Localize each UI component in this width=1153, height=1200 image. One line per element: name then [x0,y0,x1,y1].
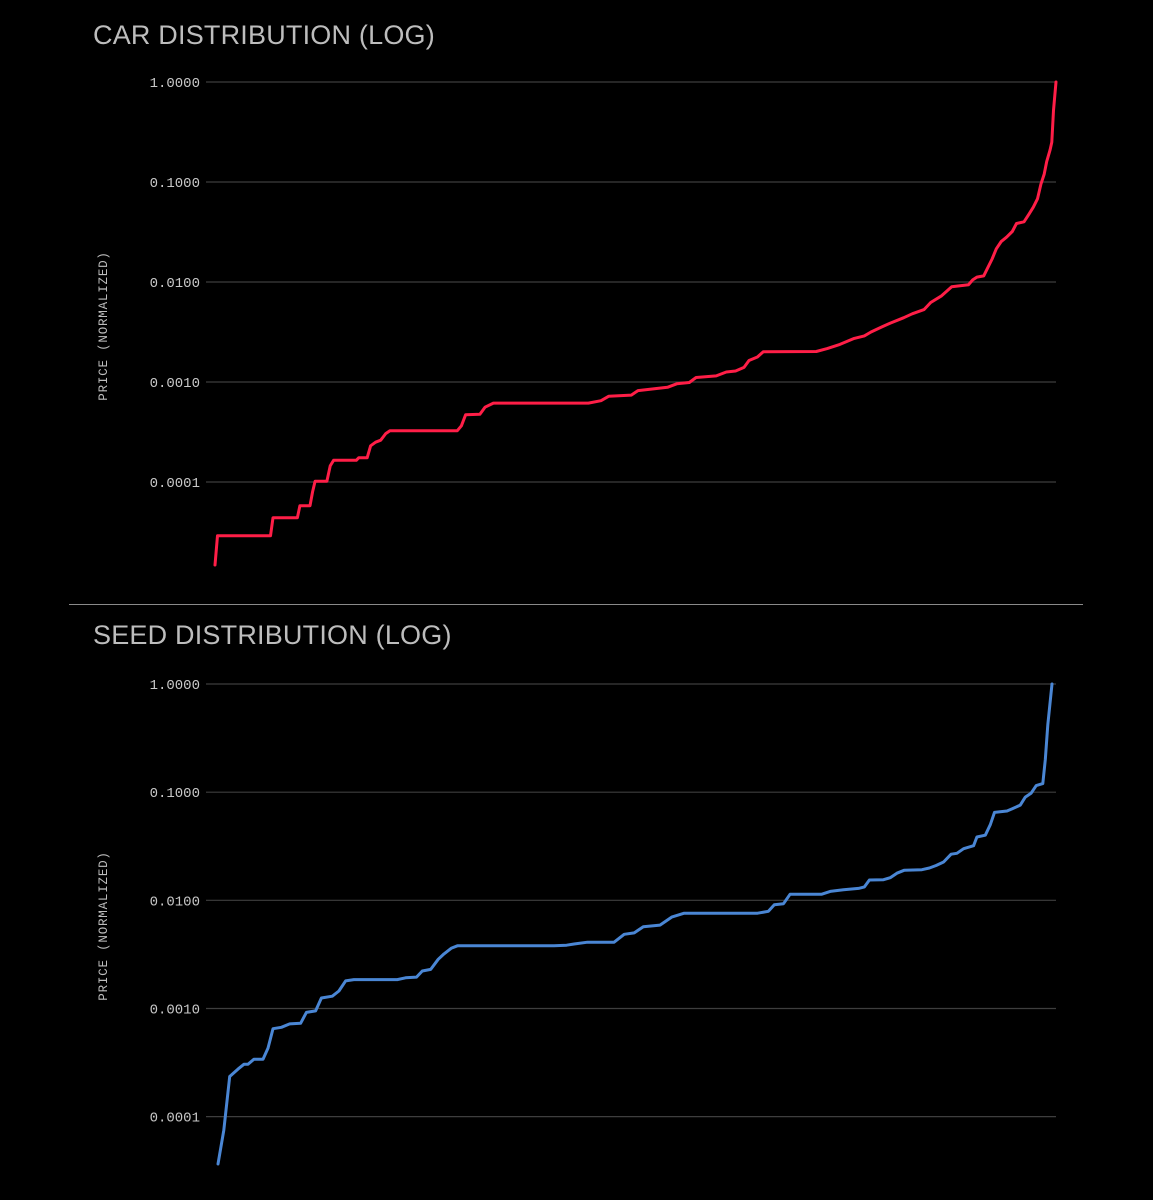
car-y-tick-label: 0.0010 [150,376,200,392]
seed-y-tick-label: 0.0001 [150,1111,200,1127]
seed-y-tick-label: 0.0100 [150,894,200,910]
seed-chart-title: SEED DISTRIBUTION (LOG) [93,620,452,650]
seed-chart-y-axis-label: PRICE (NORMALIZED) [97,851,111,1000]
car-distribution-chart: 1.0000 0.1000 0.0100 0.0010 0.0001 PRICE (NO… [97,76,1058,567]
seed-distribution-line [216,682,1054,1166]
seed-chart-y-tick-labels: 1.0000 0.1000 0.0100 0.0010 0.0001 [150,678,200,1127]
seed-y-tick-label: 0.0010 [150,1002,200,1018]
car-chart-gridlines [206,81,1056,483]
seed-distribution-chart: 1.0000 0.1000 0.0100 0.0010 0.0001 PRICE (NO… [97,678,1056,1166]
car-chart-title: CAR DISTRIBUTION (LOG) [93,20,435,50]
chart-divider [69,604,1083,605]
seed-y-tick-label: 1.0000 [150,678,200,694]
car-chart-y-tick-labels: 1.0000 0.1000 0.0100 0.0010 0.0001 [150,76,200,492]
seed-y-tick-label: 0.1000 [150,786,200,802]
car-y-tick-label: 0.1000 [150,176,200,192]
car-y-tick-label: 0.0100 [150,276,200,292]
car-chart-y-axis-label: PRICE (NORMALIZED) [97,251,111,400]
car-y-tick-label: 0.0001 [150,476,200,492]
car-distribution-line [213,80,1058,567]
seed-chart-gridlines [206,683,1056,1118]
car-y-tick-label: 1.0000 [150,76,200,92]
